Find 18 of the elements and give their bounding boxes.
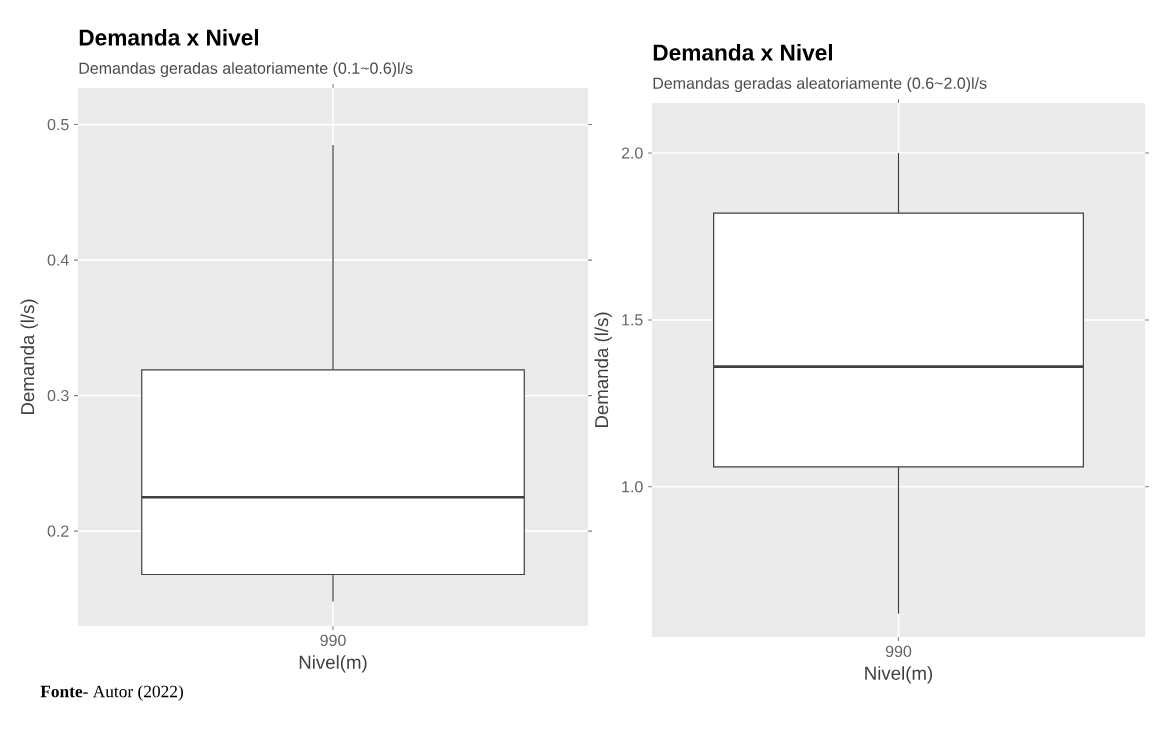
y-axis-title: Demanda (l/s) xyxy=(20,299,38,415)
chart-subtitle: Demandas geradas aleatoriamente (0.6~2.0)l/s xyxy=(653,77,987,93)
y-tick-label: 1.5 xyxy=(622,314,643,326)
x-axis-title: Nivel(m) xyxy=(299,655,367,673)
x-axis-title: Nivel(m) xyxy=(865,666,933,684)
y-tick-label: 0.4 xyxy=(47,254,69,266)
x-tick-label: 990 xyxy=(320,634,346,647)
y-tick-label: 1.0 xyxy=(622,481,643,493)
chart-title: Demanda x Nivel xyxy=(653,43,833,61)
x-tick-label: 990 xyxy=(885,645,912,658)
y-tick-label: 0.3 xyxy=(47,389,69,402)
y-tick-label: 0.5 xyxy=(47,118,69,131)
y-axis-title: Demanda (l/s) xyxy=(594,312,612,428)
chart-subtitle: Demandas geradas aleatoriamente (0.1~0.6)l/s xyxy=(79,62,413,78)
chart-title: Demanda x Nivel xyxy=(79,28,259,46)
y-tick-label: 2.0 xyxy=(621,147,643,159)
text: Fonte- Autor (2022) xyxy=(40,685,183,701)
y-tick-label: 0.2 xyxy=(47,525,69,537)
